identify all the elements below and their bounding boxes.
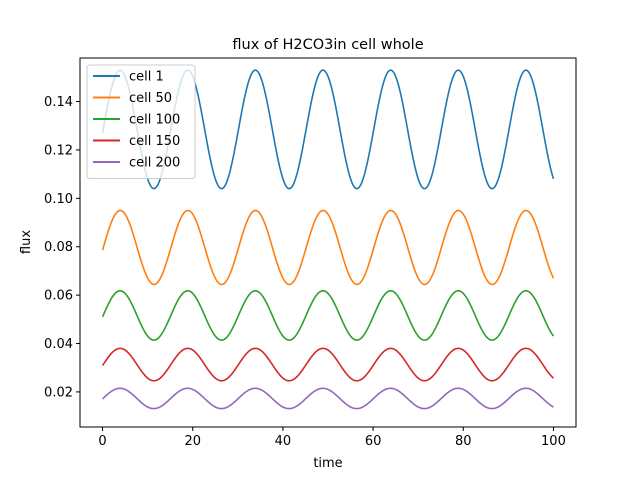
y-tick-label: 0.10 — [44, 192, 73, 207]
y-tick-label: 0.04 — [44, 337, 73, 352]
legend-label: cell 150 — [129, 134, 180, 149]
legend: cell 1 cell 50 cell 100 cell 150 cell 200 — [86, 64, 196, 179]
y-tick-label: 0.14 — [44, 95, 73, 110]
chart-title: flux of H2CO3in cell whole — [232, 37, 423, 53]
legend-label: cell 100 — [129, 113, 180, 128]
legend-label: cell 50 — [129, 91, 172, 106]
series-line-cell-200 — [102, 387, 554, 410]
x-tick-label: 20 — [184, 434, 201, 449]
legend-box — [86, 64, 196, 179]
series-line-cell-50 — [101, 209, 555, 286]
series-line-cell-100 — [101, 290, 555, 341]
x-tick-label: 60 — [365, 434, 382, 449]
y-axis-label: flux — [19, 230, 34, 254]
y-tick-label: 0.06 — [44, 289, 73, 304]
y-tick-label: 0.02 — [44, 385, 73, 400]
legend-label: cell 1 — [129, 70, 164, 85]
series-line-cell-150 — [101, 347, 554, 382]
y-tick-label: 0.08 — [44, 240, 73, 255]
x-tick-label: 80 — [455, 434, 472, 449]
y-tick-label: 0.12 — [44, 143, 73, 158]
legend-label: cell 200 — [129, 156, 180, 171]
x-tick-label: 40 — [275, 434, 292, 449]
y-axis-ticks: 0.02 0.04 0.06 0.08 0.10 0.12 0.14 — [44, 95, 80, 400]
x-tick-label: 0 — [98, 434, 106, 449]
axes-frame — [79, 57, 577, 428]
x-tick-label: 100 — [541, 434, 566, 449]
x-axis-ticks: 0 20 40 60 80 100 — [98, 427, 566, 449]
x-axis-label: time — [313, 456, 342, 471]
